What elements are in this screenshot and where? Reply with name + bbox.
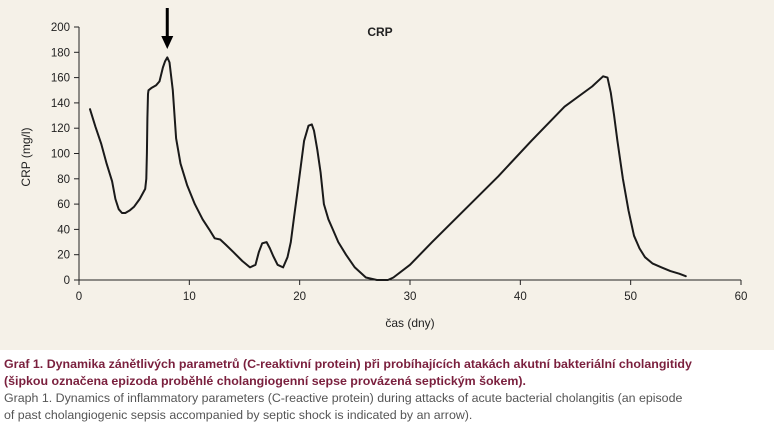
x-tick-label: 20 bbox=[293, 291, 306, 303]
y-tick-label: 80 bbox=[57, 174, 70, 186]
y-tick-label: 120 bbox=[51, 123, 70, 135]
y-axis-label: CRP (mg/l) bbox=[19, 127, 33, 186]
x-tick-label: 0 bbox=[76, 291, 82, 303]
x-axis-label: čas (dny) bbox=[385, 316, 434, 330]
x-tick-label: 40 bbox=[514, 291, 527, 303]
ticks: 0 20 40 60 80 100 120 140 160 180 200 0 10 20 30 40 50 60 bbox=[51, 22, 748, 303]
y-tick-label: 40 bbox=[57, 224, 70, 236]
x-tick-label: 60 bbox=[735, 291, 748, 303]
caption-cz-line-1: Graf 1. Dynamika zánětlivých parametrů (… bbox=[4, 357, 692, 371]
y-tick-label: 160 bbox=[51, 73, 70, 85]
arrow-annotation bbox=[161, 8, 174, 49]
caption-en-line-2: of past cholangiogenic sepsis accompanie… bbox=[4, 408, 473, 422]
y-tick-label: 140 bbox=[51, 98, 70, 110]
x-tick-label: 10 bbox=[183, 291, 196, 303]
y-tick-label: 180 bbox=[51, 47, 70, 59]
plot-area bbox=[0, 0, 774, 350]
series-line bbox=[89, 56, 687, 281]
x-tick-label: 50 bbox=[624, 291, 637, 303]
crp-chart: 0 20 40 60 80 100 120 140 160 180 200 0 10 20 30 40 50 60… bbox=[19, 8, 748, 330]
y-tick-label: 60 bbox=[57, 199, 70, 211]
caption-cz-line-2: (šipkou označena epizoda proběhlé cholan… bbox=[4, 374, 526, 388]
arrow-head bbox=[161, 36, 174, 49]
chart-title: CRP bbox=[367, 25, 392, 39]
x-tick-label: 30 bbox=[404, 291, 417, 303]
figure-caption: Graf 1. Dynamika zánětlivých parametrů (… bbox=[4, 356, 770, 424]
y-tick-label: 20 bbox=[57, 250, 70, 262]
caption-en-line-1: Graph 1. Dynamics of inflammatory parame… bbox=[4, 391, 683, 405]
y-tick-label: 200 bbox=[51, 22, 70, 34]
y-tick-label: 100 bbox=[51, 149, 70, 161]
y-tick-label: 0 bbox=[64, 275, 70, 287]
